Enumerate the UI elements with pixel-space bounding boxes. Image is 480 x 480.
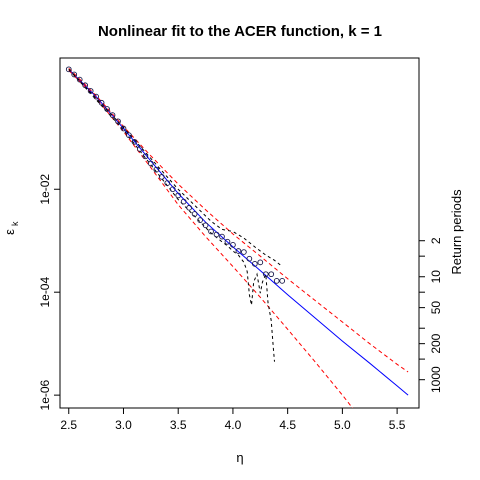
- x-axis-title: η: [236, 450, 243, 465]
- right-tick-label: 1000: [429, 366, 443, 393]
- series-group: [65, 66, 409, 408]
- data-point: [219, 233, 225, 240]
- data-point: [268, 271, 275, 278]
- data-point: [115, 118, 121, 125]
- data-point: [202, 222, 209, 229]
- data-point: [175, 192, 182, 199]
- data-point: [197, 217, 203, 223]
- x-tick-label: 2.5: [60, 418, 77, 432]
- right-tick-label: 2: [429, 237, 443, 244]
- data-point: [262, 271, 269, 278]
- data-point: [273, 278, 280, 284]
- data-point: [71, 71, 78, 78]
- series-layer: [65, 66, 409, 408]
- x-tick-label: 3.0: [115, 418, 132, 432]
- data-point: [98, 99, 105, 106]
- data-point: [251, 261, 258, 267]
- lower-confidence-line: [68, 70, 354, 408]
- x-tick-label: 4.5: [279, 418, 296, 432]
- data-point: [246, 255, 253, 262]
- fit-line: [68, 68, 409, 396]
- data-point: [257, 259, 264, 266]
- upper-confidence-line: [68, 67, 409, 373]
- data-point: [87, 88, 94, 94]
- right-tick-label: 10: [429, 270, 443, 284]
- data-point: [158, 174, 165, 180]
- data-point: [169, 186, 176, 193]
- data-point: [186, 204, 193, 211]
- data-point: [120, 125, 127, 132]
- data-point: [131, 139, 138, 145]
- data-point: [224, 238, 231, 245]
- x-tick-label: 3.5: [170, 418, 187, 432]
- data-point: [235, 248, 242, 254]
- data-point: [180, 198, 187, 205]
- plot-area: [59, 57, 420, 409]
- y-axis-title: ε k: [2, 221, 20, 235]
- axes-layer: 2.5 3.0 3.5 4.0 4.5 5.0 5.5 1e-02 1e-04 1e-06 2 10 5…: [38, 174, 443, 432]
- data-point: [241, 249, 247, 255]
- data-point: [142, 153, 149, 160]
- data-point: [191, 211, 198, 217]
- x-tick-label: 5.5: [389, 418, 406, 432]
- data-point: [126, 132, 132, 139]
- y-tick-label: 1e-06: [38, 379, 52, 410]
- data-point: [279, 278, 286, 284]
- right-tick-label: 50: [429, 301, 443, 315]
- empirical-lower-band: [68, 68, 275, 362]
- data-point: [230, 241, 236, 248]
- data-point: [137, 146, 143, 152]
- data-point: [104, 106, 110, 112]
- data-point: [208, 228, 214, 235]
- plot-frame: [59, 57, 420, 409]
- data-point: [65, 66, 72, 73]
- data-point: [109, 112, 116, 118]
- data-point: [153, 166, 160, 173]
- chart-title: Nonlinear fit to the ACER function, k = …: [98, 23, 382, 40]
- y-tick-label: 1e-04: [38, 277, 52, 308]
- right-axis-title: Return periods: [449, 189, 464, 275]
- data-point: [82, 82, 89, 89]
- x-tick-label: 5.0: [334, 418, 351, 432]
- empirical-upper-band: [68, 68, 283, 267]
- data-point: [164, 180, 171, 186]
- data-point: [147, 160, 154, 167]
- y-axis-title-sub: k: [10, 221, 20, 226]
- data-point: [213, 231, 220, 238]
- y-axis-title-main: ε: [2, 229, 17, 235]
- y-tick-label: 1e-02: [38, 174, 52, 205]
- data-point: [76, 76, 83, 83]
- data-point: [93, 93, 99, 100]
- x-tick-label: 4.0: [225, 418, 242, 432]
- right-tick-label: 200: [429, 333, 443, 353]
